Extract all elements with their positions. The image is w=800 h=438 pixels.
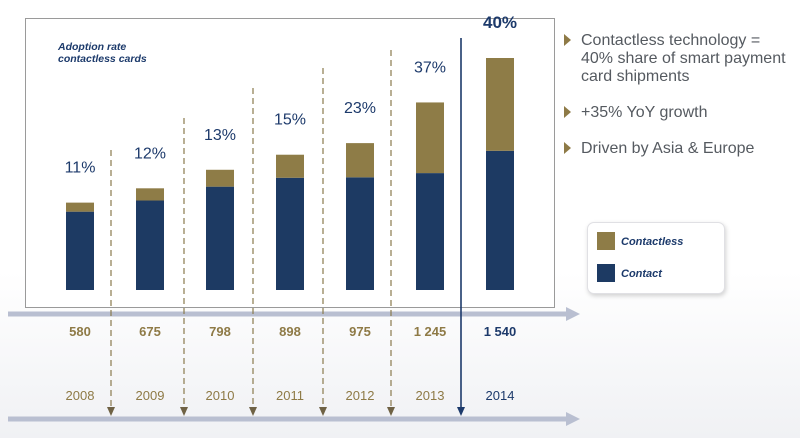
total-value-label: 798 xyxy=(209,324,231,339)
divider-arrowhead xyxy=(319,407,327,416)
year-label: 2008 xyxy=(66,388,95,403)
bullet-item: Driven by Asia & Europe xyxy=(564,140,796,158)
bar-contactless xyxy=(486,58,514,151)
bar-contact xyxy=(206,186,234,290)
bar-contact xyxy=(136,200,164,290)
legend-swatch-contactless xyxy=(597,232,615,250)
triangle-bullet-icon xyxy=(564,106,571,118)
bullet-text: Driven by Asia & Europe xyxy=(581,140,755,157)
adoption-label: 40% xyxy=(483,13,517,32)
bar-contactless xyxy=(66,202,94,212)
adoption-label: 13% xyxy=(204,127,236,144)
adoption-label: 23% xyxy=(344,100,376,117)
time-axis-arrowhead xyxy=(566,412,580,426)
adoption-label: 15% xyxy=(274,112,306,129)
bar-contactless xyxy=(136,188,164,201)
legend: Contactless Contact xyxy=(587,222,725,294)
year-label: 2011 xyxy=(276,388,304,403)
legend-label: Contact xyxy=(621,268,662,280)
year-label: 2009 xyxy=(136,388,165,403)
total-value-label: 1 540 xyxy=(484,324,517,339)
bar-contact xyxy=(346,177,374,290)
year-label: 2012 xyxy=(346,388,375,403)
year-label: 2010 xyxy=(206,388,235,403)
bar-contact xyxy=(416,173,444,290)
adoption-label: 11% xyxy=(65,160,96,177)
bar-contactless xyxy=(276,154,304,178)
legend-label: Contactless xyxy=(621,236,684,248)
divider-arrowhead xyxy=(249,407,257,416)
bar-contactless xyxy=(416,102,444,174)
bullet-item: Contactless technology = 40% share of sm… xyxy=(564,32,796,86)
bar-contactless xyxy=(346,143,374,178)
bullet-text: +35% YoY growth xyxy=(581,104,708,121)
total-value-label: 580 xyxy=(69,324,91,339)
total-value-label: 1 245 xyxy=(414,324,447,339)
divider-arrowhead xyxy=(180,407,188,416)
triangle-bullet-icon xyxy=(564,142,571,154)
divider-arrowhead xyxy=(387,407,395,416)
bar-contact xyxy=(486,150,514,290)
total-value-label: 975 xyxy=(349,324,371,339)
adoption-label: 37% xyxy=(414,59,446,76)
bar-contactless xyxy=(206,169,234,187)
bullet-list: Contactless technology = 40% share of sm… xyxy=(564,32,796,176)
divider-arrowhead xyxy=(107,407,115,416)
legend-swatch-contact xyxy=(597,264,615,282)
bar-contact xyxy=(66,211,94,290)
total-value-label: 898 xyxy=(279,324,301,339)
total-value-label: 675 xyxy=(139,324,161,339)
chart-title: Adoption rate contactless cards xyxy=(58,41,147,65)
bar-contact xyxy=(276,177,304,290)
year-label: 2013 xyxy=(416,388,445,403)
bullet-text: Contactless technology = 40% share of sm… xyxy=(581,32,786,85)
adoption-label: 12% xyxy=(134,145,166,162)
values-axis-arrowhead xyxy=(566,307,580,321)
year-label: 2014 xyxy=(486,388,515,403)
highlight-arrowhead xyxy=(457,407,465,416)
triangle-bullet-icon xyxy=(564,34,571,46)
bullet-item: +35% YoY growth xyxy=(564,104,796,122)
